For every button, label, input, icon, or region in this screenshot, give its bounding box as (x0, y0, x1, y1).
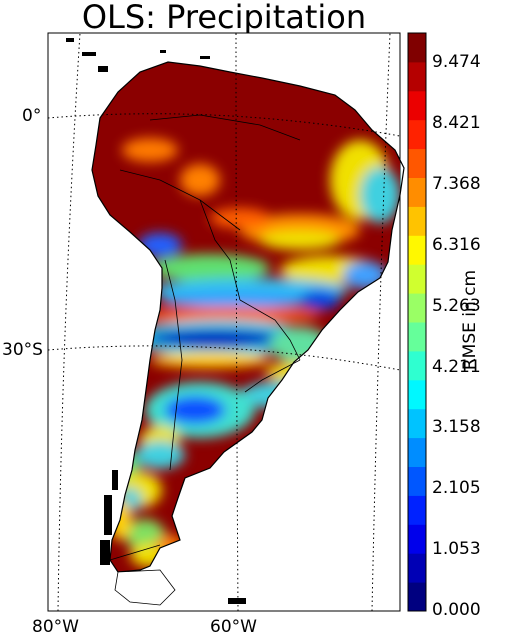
caribbean-islands (66, 38, 210, 72)
colorbar-segment (408, 408, 426, 439)
coastline (91, 61, 405, 573)
colorbar-title: RMSE in cm (460, 269, 480, 371)
figure-title: OLS: Precipitation (81, 0, 367, 36)
colorbar-tick-label: 0.000 (432, 600, 481, 620)
colorbar-segment (408, 322, 426, 352)
colorbar-tick-label: 7.368 (432, 174, 481, 195)
lat-label-0: 0° (22, 106, 42, 126)
colorbar-tick-label: 4.211 (432, 356, 481, 377)
graticule (47, 32, 401, 612)
colorbar-segment (408, 148, 426, 178)
colorbar-tick-label: 9.474 (432, 52, 481, 73)
tierra-del-fuego (114, 569, 176, 606)
colorbar-segment (408, 235, 426, 265)
colorbar-segment (408, 61, 426, 92)
colorbar-segment (408, 437, 426, 467)
colorbar-tick-label: 6.316 (432, 234, 481, 255)
colorbar-segment (408, 119, 426, 150)
colorbar-segment (408, 466, 426, 496)
country-borders (109, 114, 301, 561)
colorbar-segment (408, 582, 426, 612)
colorbar-tick-label: 3.158 (432, 417, 481, 438)
colorbar-segment (408, 33, 426, 63)
colorbar-segment (408, 495, 426, 525)
chile-archipelago (100, 470, 246, 604)
colorbar-tick-label: 2.105 (432, 478, 481, 499)
lon-label-80w: 80°W (32, 617, 79, 637)
colorbar-tick-label: 5.263 (432, 295, 481, 316)
colorbar-segment (408, 524, 426, 554)
colorbar-segment (408, 264, 426, 294)
colorbar-segment (408, 379, 426, 410)
lon-label-60w: 60°W (210, 617, 257, 637)
colorbar-segment (408, 206, 426, 236)
colorbar-segment (408, 350, 426, 381)
colorbar-segment (408, 553, 426, 583)
colorbar-tick-label: 8.421 (432, 113, 481, 134)
colorbar-segment (408, 177, 426, 207)
colorbar-segment (408, 293, 426, 323)
lat-label-30s: 30°S (2, 340, 43, 360)
colorbar-segment (408, 90, 426, 121)
colorbar-tick-label: 1.053 (432, 539, 481, 560)
